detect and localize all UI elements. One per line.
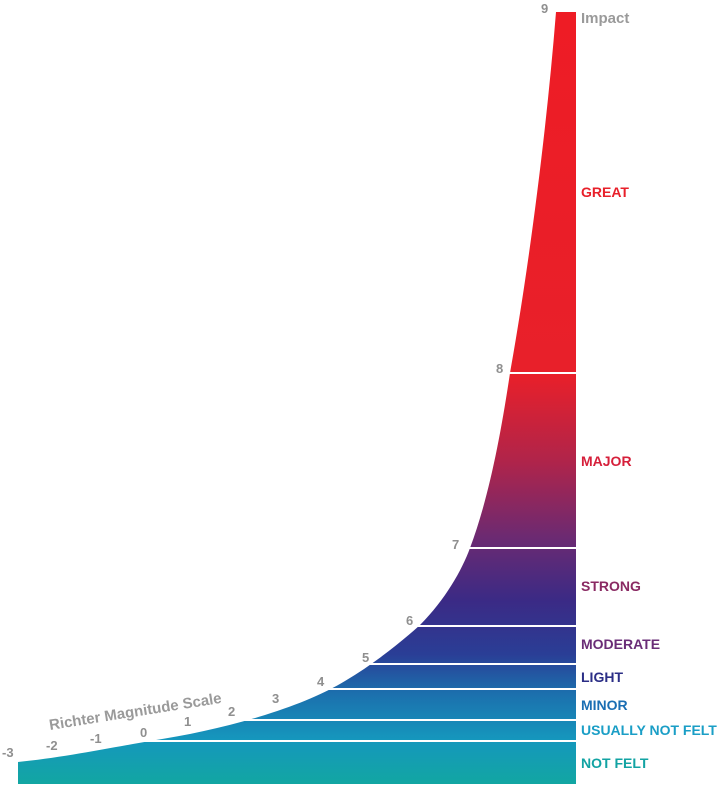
tick-label: 4 <box>317 674 325 689</box>
tick-label: 6 <box>406 613 413 628</box>
tick-label: 8 <box>496 361 503 376</box>
tick-label: -2 <box>46 738 58 753</box>
impact-label-strong: STRONG <box>581 578 641 594</box>
tick-label: 1 <box>184 714 191 729</box>
magnitude-ticks: -3 -2 -1 0 1 2 3 4 5 6 7 8 9 <box>2 1 548 760</box>
tick-label: 9 <box>541 1 548 16</box>
level-dividers <box>100 372 576 742</box>
tick-label: -1 <box>90 731 102 746</box>
tick-label: -3 <box>2 745 14 760</box>
impact-label-great: GREAT <box>581 184 629 200</box>
tick-label: 0 <box>140 725 147 740</box>
impact-label-major: MAJOR <box>581 453 632 469</box>
tick-label: 3 <box>272 691 279 706</box>
impact-label-moderate: MODERATE <box>581 636 660 652</box>
impact-header: Impact <box>581 10 629 27</box>
tick-label: 2 <box>228 704 235 719</box>
impact-label-not-felt: NOT FELT <box>581 755 649 771</box>
impact-label-usually-not-felt: USUALLY NOT FELT <box>581 722 717 738</box>
impact-label-light: LIGHT <box>581 669 623 685</box>
impact-label-minor: MINOR <box>581 697 628 713</box>
magnitude-curve-area <box>18 12 576 784</box>
tick-label: 5 <box>362 650 369 665</box>
impact-labels: NOT FELT USUALLY NOT FELT MINOR LIGHT MO… <box>581 184 717 771</box>
tick-label: 7 <box>452 537 459 552</box>
axis-title: Richter Magnitude Scale <box>48 690 223 734</box>
